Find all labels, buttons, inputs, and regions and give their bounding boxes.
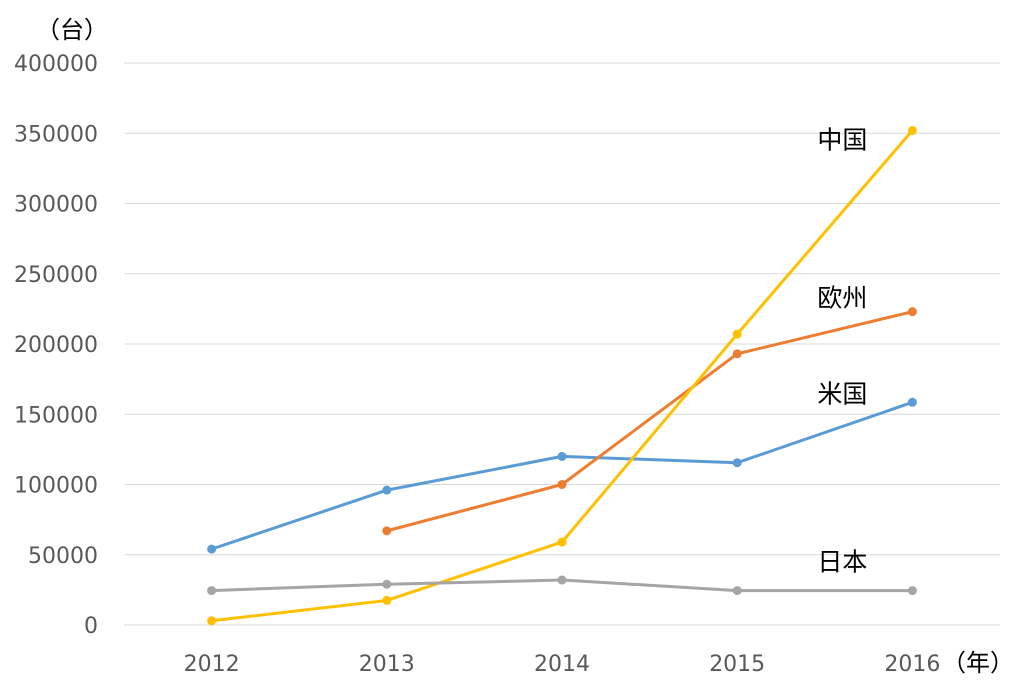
x-tick-label: 2013 <box>359 652 415 677</box>
y-tick-label: 250000 <box>14 263 98 288</box>
series-line <box>211 400 913 551</box>
data-point <box>207 616 217 626</box>
series-label: 日本 <box>817 548 867 577</box>
y-axis-unit-label: （台） <box>36 16 108 44</box>
data-point <box>207 586 217 596</box>
y-tick-label: 150000 <box>14 403 98 428</box>
data-point <box>382 485 392 495</box>
y-tick-label: 400000 <box>14 52 98 77</box>
series-label: 欧州 <box>817 284 867 313</box>
y-tick-label: 50000 <box>28 544 98 569</box>
data-point <box>907 397 917 407</box>
y-tick-label: 0 <box>84 614 98 639</box>
data-point <box>557 451 567 461</box>
series-lines <box>207 125 917 626</box>
x-tick-label: 2012 <box>184 652 240 677</box>
series-中国 <box>207 125 917 626</box>
x-tick-label: 2016 <box>884 652 940 677</box>
series-日本 <box>207 575 917 596</box>
series-欧州 <box>382 307 917 536</box>
series-label: 米国 <box>817 379 867 408</box>
data-point <box>907 125 917 135</box>
x-tick-label: 2015 <box>709 652 765 677</box>
series-米国 <box>207 397 917 554</box>
y-axis-tick-labels: 0 50000 100000 150000 200000 250000 300000 3500… <box>14 52 98 639</box>
x-axis-unit-label: （年） <box>942 649 1014 677</box>
data-point <box>382 595 392 605</box>
y-tick-label: 300000 <box>14 193 98 218</box>
series-line <box>386 310 913 533</box>
data-point <box>557 537 567 547</box>
data-point <box>382 579 392 589</box>
gridlines <box>124 62 1000 626</box>
series-label: 中国 <box>817 125 867 154</box>
data-point <box>907 307 917 317</box>
data-point <box>732 458 742 468</box>
data-point <box>382 526 392 536</box>
data-point <box>732 349 742 359</box>
y-tick-label: 350000 <box>14 122 98 147</box>
data-point <box>732 329 742 339</box>
data-point <box>207 544 217 554</box>
data-point <box>732 586 742 596</box>
data-point <box>557 480 567 489</box>
x-axis-tick-labels: 2012 2013 2014 2015 2016 <box>184 652 941 677</box>
data-point <box>557 575 567 585</box>
y-tick-label: 200000 <box>14 333 98 358</box>
y-tick-label: 100000 <box>14 474 98 499</box>
data-point <box>907 586 917 596</box>
x-tick-label: 2014 <box>534 652 590 677</box>
